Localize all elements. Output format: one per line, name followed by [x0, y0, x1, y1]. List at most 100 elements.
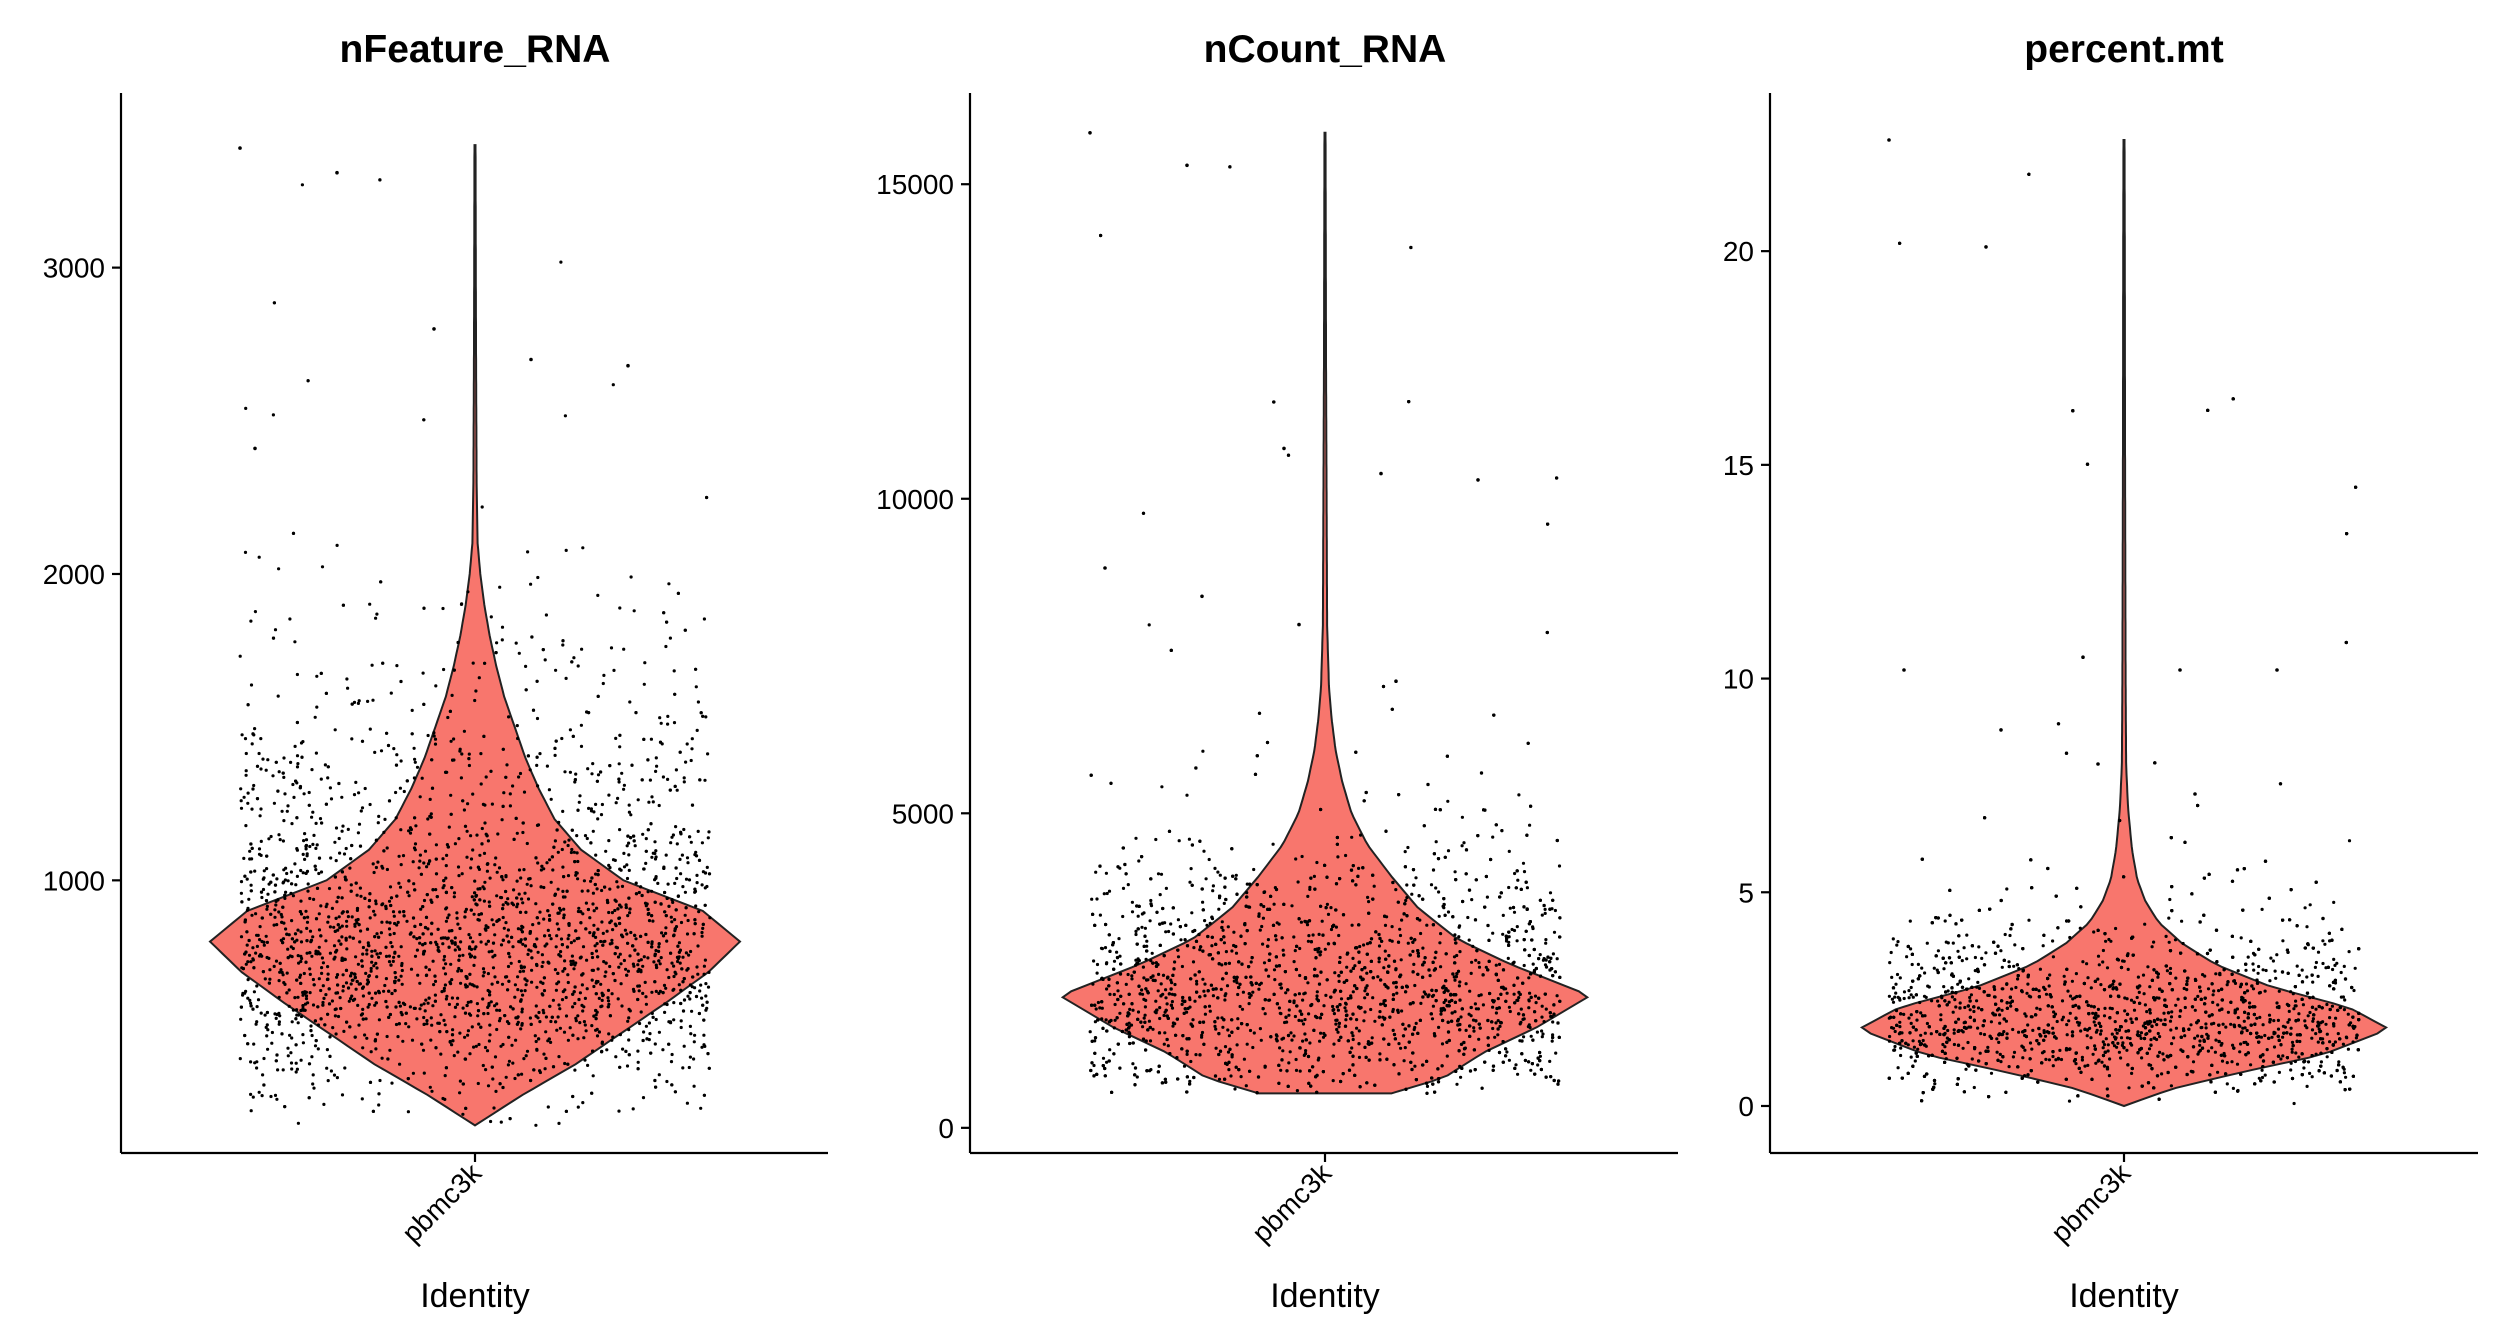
cell-point [599, 770, 603, 774]
cell-point [385, 1005, 389, 1009]
cell-point [374, 1047, 378, 1051]
cell-point [504, 921, 508, 925]
cell-point [244, 989, 248, 994]
cell-point [1223, 1077, 1227, 1081]
cell-point [423, 1009, 427, 1013]
cell-point [1124, 1028, 1128, 1032]
cell-point [1280, 1058, 1284, 1062]
cell-point [538, 752, 542, 756]
cell-point [564, 1014, 569, 1018]
cell-point [1318, 953, 1322, 957]
cell-point [429, 812, 433, 816]
cell-point [379, 580, 383, 584]
cell-point [584, 901, 589, 905]
cell-point [1320, 1012, 1324, 1017]
cell-point [563, 840, 567, 844]
cell-point [469, 1000, 473, 1004]
cell-point [530, 980, 534, 984]
cell-point [475, 903, 479, 907]
cell-point [565, 945, 570, 949]
cell-point [607, 839, 611, 843]
cell-point [339, 942, 343, 946]
cell-point [1392, 959, 1397, 963]
cell-point [618, 733, 622, 737]
cell-point [258, 925, 262, 929]
cell-point [308, 951, 312, 955]
cell-point [617, 965, 621, 969]
cell-point [688, 997, 692, 1001]
cell-point [592, 984, 596, 989]
cell-point [693, 986, 697, 990]
cell-point [430, 1089, 434, 1093]
cell-point [566, 980, 570, 985]
cell-point [553, 746, 557, 751]
cell-point [629, 836, 633, 840]
cell-point [1454, 1069, 1458, 1073]
cell-point [495, 1008, 499, 1012]
cell-point [632, 989, 636, 993]
cell-point [632, 839, 636, 843]
cell-point [627, 1053, 631, 1057]
cell-point [1319, 904, 1323, 908]
cell-point [531, 923, 535, 927]
cell-point [661, 775, 666, 779]
cell-point [636, 963, 640, 967]
cell-point [563, 770, 567, 774]
cell-point [251, 958, 255, 962]
cell-point [314, 917, 319, 921]
cell-point [1091, 912, 1095, 917]
y-tick-label: 0 [938, 1113, 954, 1144]
cell-point [1237, 960, 1241, 964]
cell-point [293, 932, 298, 936]
cell-point [427, 968, 431, 972]
cell-point [359, 929, 363, 933]
cell-point [574, 929, 578, 933]
cell-point [434, 1046, 438, 1050]
cell-point [1529, 972, 1533, 976]
cell-point [472, 912, 476, 916]
cell-point [1178, 925, 1182, 929]
cell-point [279, 912, 283, 917]
cell-point [289, 1051, 293, 1055]
cell-point [265, 854, 269, 858]
cell-point [508, 1117, 512, 1121]
cell-point [449, 793, 453, 797]
cell-point [461, 1082, 465, 1086]
cell-point [363, 896, 367, 901]
cell-point [1198, 1020, 1202, 1024]
cell-point [1533, 1072, 1537, 1076]
cell-point [1411, 868, 1416, 872]
cell-point [249, 1004, 253, 1008]
cell-point [243, 874, 247, 878]
cell-point [1445, 754, 1449, 758]
cell-point [465, 976, 469, 980]
cell-point [1211, 957, 1215, 961]
cell-point [1501, 1040, 1505, 1044]
cell-point [1335, 842, 1339, 846]
cell-point [1193, 928, 1197, 933]
cell-point [349, 974, 353, 978]
cell-point [655, 764, 659, 768]
cell-point [345, 677, 349, 681]
cell-point [238, 1057, 242, 1061]
cell-point [344, 968, 349, 973]
cell-point [445, 770, 449, 774]
cell-point [409, 967, 414, 971]
cell-point [487, 900, 491, 904]
cell-point [413, 816, 417, 820]
cell-point [461, 953, 465, 957]
cell-point [329, 856, 333, 860]
cell-point [1216, 951, 1220, 955]
panel-title: nFeature_RNA [340, 28, 611, 71]
cell-point [368, 602, 372, 606]
cell-point [615, 880, 619, 884]
cell-point [333, 1014, 337, 1018]
cell-point [696, 700, 701, 704]
cell-point [326, 1012, 330, 1016]
cell-point [342, 852, 347, 856]
cell-point [564, 676, 568, 681]
cell-point [653, 952, 657, 956]
cell-point [620, 771, 624, 775]
cell-point [506, 928, 510, 932]
cell-point [608, 887, 612, 891]
